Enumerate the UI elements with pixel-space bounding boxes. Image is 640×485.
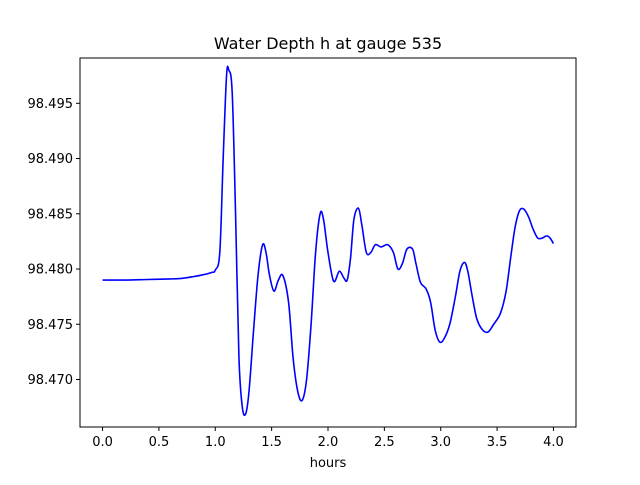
x-axis-ticks: 0.0 0.5 1.0 1.5 2.0 2.5 3.0 3.5 4.0 bbox=[92, 427, 564, 450]
series-line-h bbox=[102, 65, 555, 417]
y-tick-label: 98.475 bbox=[28, 318, 74, 333]
chart-title: Water Depth h at gauge 535 bbox=[214, 34, 442, 53]
x-tick-label: 0.0 bbox=[92, 435, 113, 450]
y-tick-label: 98.490 bbox=[28, 152, 74, 167]
x-axis-label: hours bbox=[310, 456, 347, 471]
x-tick-label: 0.5 bbox=[149, 435, 170, 450]
series-layer bbox=[102, 65, 555, 417]
x-tick-label: 1.5 bbox=[261, 435, 282, 450]
x-tick-label: 3.0 bbox=[430, 435, 451, 450]
y-tick-label: 98.495 bbox=[28, 97, 74, 112]
y-tick-label: 98.485 bbox=[28, 207, 74, 222]
y-tick-label: 98.480 bbox=[28, 263, 74, 278]
y-tick-label: 98.470 bbox=[28, 373, 74, 388]
plot-frame bbox=[79, 57, 577, 428]
x-tick-label: 2.0 bbox=[318, 435, 339, 450]
y-axis-ticks: 98.470 98.475 98.480 98.485 98.490 98.495 bbox=[28, 97, 80, 388]
x-tick-label: 1.0 bbox=[205, 435, 226, 450]
x-tick-label: 3.5 bbox=[487, 435, 508, 450]
x-tick-label: 2.5 bbox=[374, 435, 395, 450]
x-tick-label: 4.0 bbox=[543, 435, 564, 450]
